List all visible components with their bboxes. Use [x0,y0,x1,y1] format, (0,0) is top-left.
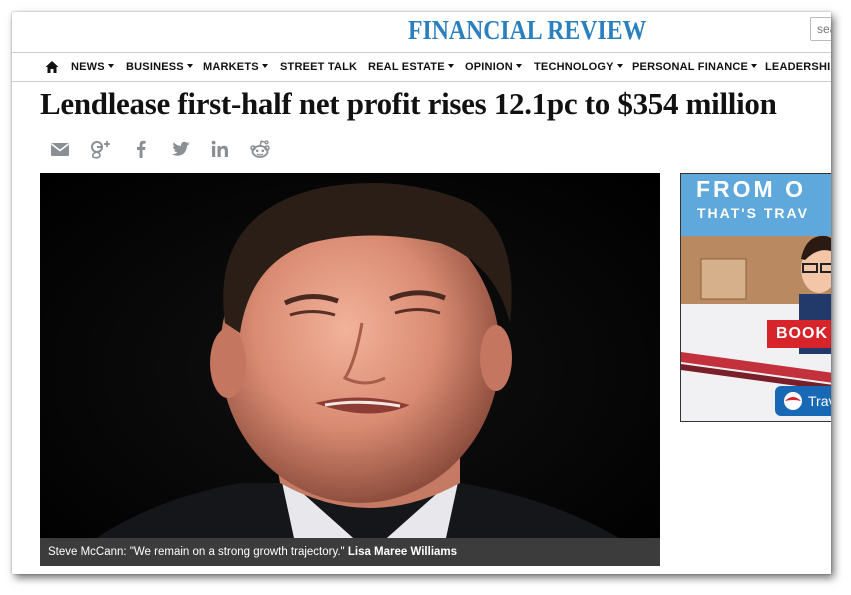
google-plus-icon[interactable] [89,138,111,160]
reddit-icon[interactable] [249,138,271,160]
portrait-photo [40,173,660,566]
photo-caption: Steve McCann: "We remain on a strong gro… [40,538,660,566]
advertisement-banner[interactable]: FROM O THAT'S TRAV BOOK Trav [680,173,831,422]
chevron-down-icon [186,64,193,69]
ad-headline: FROM O [696,176,806,202]
browser-window: FINANCIAL REVIEW NEWS BUSINESS MARKETS S… [12,12,831,574]
chevron-down-icon [515,64,522,69]
masthead: FINANCIAL REVIEW [12,12,831,52]
chevron-down-icon [107,64,114,69]
ad-brand-icon [784,392,802,410]
nav-item-opinion[interactable]: OPINION [465,53,522,81]
hero-photo: Steve McCann: "We remain on a strong gro… [40,173,660,566]
search-input[interactable] [810,17,831,41]
nav-item-technology[interactable]: TECHNOLOGY [534,53,623,81]
chevron-down-icon [261,64,268,69]
nav-item-leadership[interactable]: LEADERSHIP [765,61,831,73]
nav-item-news[interactable]: NEWS [71,53,114,81]
nav-item-personal-finance[interactable]: PERSONAL FINANCE [632,53,758,81]
ad-book-button[interactable]: BOOK [767,320,831,348]
ad-brand-logo: Trav [775,386,831,416]
article-headline: Lendlease first-half net profit rises 12… [40,86,777,121]
home-icon[interactable] [45,60,59,74]
nav-item-markets[interactable]: MARKETS [203,53,268,81]
nav-item-real-estate[interactable]: REAL ESTATE [368,53,454,81]
caption-credit: Lisa Maree Williams [347,546,458,558]
ad-subheadline: THAT'S TRAV [697,205,809,221]
email-icon[interactable] [49,138,71,160]
chevron-down-icon [616,64,623,69]
chevron-down-icon [751,64,758,69]
nav-item-business[interactable]: BUSINESS [126,53,193,81]
twitter-icon[interactable] [169,138,191,160]
nav-item-street-talk[interactable]: STREET TALK [280,61,358,73]
facebook-icon[interactable] [130,138,152,160]
chevron-down-icon [447,64,454,69]
linkedin-icon[interactable] [209,138,231,160]
main-nav: NEWS BUSINESS MARKETS STREET TALK REAL E… [12,52,831,82]
site-logo[interactable]: FINANCIAL REVIEW [408,15,647,45]
caption-text: Steve McCann: "We remain on a strong gro… [48,546,348,558]
